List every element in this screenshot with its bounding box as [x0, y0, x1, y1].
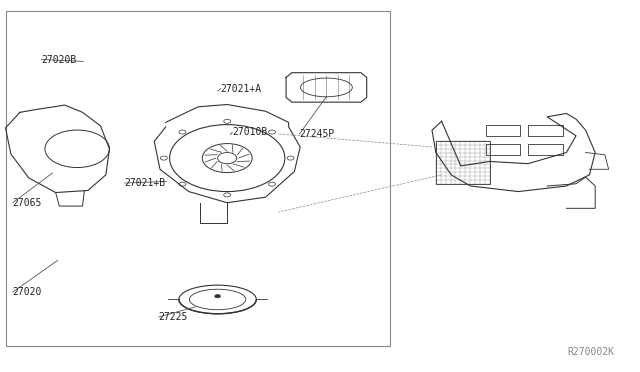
Text: 27010B: 27010B	[232, 127, 268, 137]
Text: 27021+B: 27021+B	[125, 178, 166, 188]
Bar	[486, 144, 520, 155]
Text: 27245P: 27245P	[300, 129, 335, 139]
Text: R270002K: R270002K	[568, 347, 614, 357]
Bar	[528, 125, 563, 136]
Text: 27021+A: 27021+A	[221, 84, 262, 93]
Bar	[6, 11, 390, 346]
Text: 27225: 27225	[159, 312, 188, 322]
Circle shape	[215, 295, 220, 298]
Bar	[486, 125, 520, 136]
Text: 27020: 27020	[13, 287, 42, 297]
Bar	[436, 141, 490, 184]
Bar	[528, 144, 563, 155]
Text: 27065: 27065	[13, 198, 42, 208]
Text: 27020B: 27020B	[42, 55, 77, 64]
